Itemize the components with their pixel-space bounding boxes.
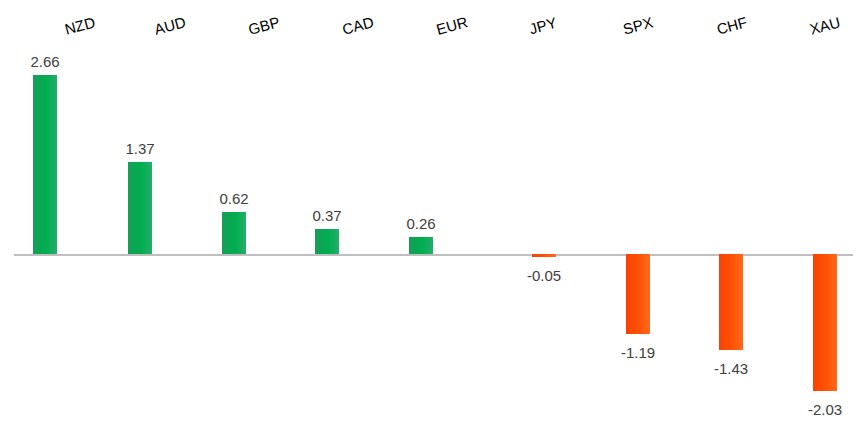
value-label-spx: -1.19 [621,344,655,362]
bar-chart: 2.66NZD 1.37 AUD 0.62 GBP 0.37 CAD 0.26 EUR -0.05… [0,0,863,428]
value-label-jpy: -0.05 [527,267,561,285]
value-label-gbp: 0.62 [219,190,248,208]
value-label-aud: 1.37 [125,140,154,158]
value-label-nzd: 2.66 [30,53,59,71]
bar-eur [409,237,433,254]
bar-gbp [222,212,246,254]
category-label-cad: CAD [340,13,375,39]
category-label-spx: SPX [621,13,655,38]
value-label-cad: 0.37 [312,207,341,225]
category-label-nzd: NZD [63,13,97,38]
category-label-xau: XAU [808,13,842,38]
plot-area: 2.66NZD 1.37 AUD 0.62 GBP 0.37 CAD 0.26 EUR -0.05… [0,0,863,428]
category-label-jpy: JPY [527,14,558,39]
bar-aud [128,162,152,254]
category-label-eur: EUR [434,13,469,39]
bar-chf [719,254,743,350]
value-label-eur: 0.26 [406,215,435,233]
bar-cad [315,229,339,254]
bar-xau [813,254,837,391]
bar-spx [626,254,650,334]
value-label-xau: -2.03 [808,401,842,419]
category-label-gbp: GBP [246,13,281,39]
bar-nzd [33,75,57,254]
category-label-aud: AUD [152,13,187,39]
value-label-chf: -1.43 [714,360,748,378]
bar-jpy [532,254,556,257]
category-label-chf: CHF [715,13,749,38]
